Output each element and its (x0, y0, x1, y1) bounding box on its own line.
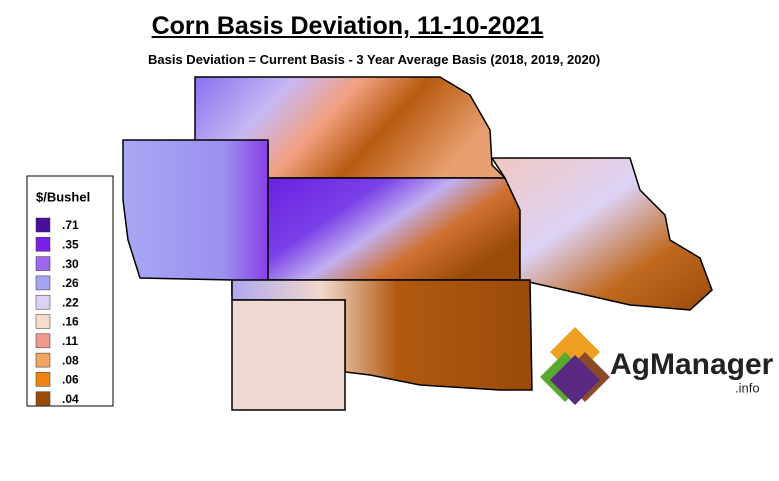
region-kansas (267, 177, 521, 281)
legend-swatch (35, 391, 51, 406)
legend-label: .35 (62, 237, 79, 251)
region-colorado (122, 139, 269, 296)
legend-label: .08 (62, 353, 79, 367)
legend-swatch (35, 217, 51, 233)
map-subtitle: Basis Deviation = Current Basis - 3 Year… (148, 52, 601, 67)
legend-label: .30 (62, 257, 79, 271)
legend-swatch (35, 237, 51, 252)
legend-swatch (35, 294, 51, 310)
legend-swatch (35, 333, 51, 349)
logo-suffix: .info (735, 380, 760, 395)
legend-title: $/Bushel (36, 189, 90, 204)
region-panhandle (231, 299, 346, 411)
legend-swatch (35, 372, 51, 387)
map-title: Corn Basis Deviation, 11-10-2021 (151, 12, 544, 40)
legend-label: .16 (62, 315, 79, 329)
legend-swatch (35, 352, 51, 368)
legend-label: .04 (62, 392, 79, 406)
legend-label: .06 (62, 373, 79, 387)
region-missouri (490, 157, 713, 311)
logo-tile (550, 355, 600, 405)
legend-label: .22 (62, 295, 79, 309)
legend-label: .26 (62, 276, 79, 290)
states (122, 76, 713, 411)
logo: AgManager .info (540, 327, 774, 405)
legend-swatch (35, 256, 51, 271)
legend-swatch (35, 314, 51, 329)
legend-swatch (35, 275, 51, 291)
legend-label: .71 (62, 218, 79, 232)
legend-label: .11 (62, 334, 78, 348)
legend: $/Bushel .71 .35 .30 .26 .22 .16 .11 .08 .06 .04 (26, 175, 114, 407)
legend-box (26, 175, 114, 407)
logo-name: AgManager (610, 348, 774, 381)
